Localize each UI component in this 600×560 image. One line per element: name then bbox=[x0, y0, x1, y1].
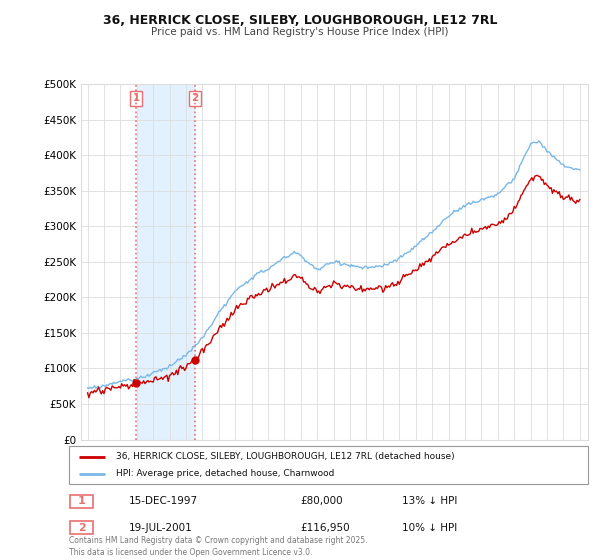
Text: HPI: Average price, detached house, Charnwood: HPI: Average price, detached house, Char… bbox=[116, 469, 334, 478]
Text: 15-DEC-1997: 15-DEC-1997 bbox=[129, 496, 198, 506]
Text: 10% ↓ HPI: 10% ↓ HPI bbox=[402, 522, 457, 533]
Text: 1: 1 bbox=[133, 94, 140, 103]
FancyBboxPatch shape bbox=[70, 521, 93, 534]
Text: £80,000: £80,000 bbox=[300, 496, 343, 506]
Text: 2: 2 bbox=[191, 94, 199, 103]
Text: Price paid vs. HM Land Registry's House Price Index (HPI): Price paid vs. HM Land Registry's House … bbox=[151, 27, 449, 37]
Text: 36, HERRICK CLOSE, SILEBY, LOUGHBOROUGH, LE12 7RL (detached house): 36, HERRICK CLOSE, SILEBY, LOUGHBOROUGH,… bbox=[116, 452, 454, 461]
Text: 19-JUL-2001: 19-JUL-2001 bbox=[129, 522, 193, 533]
Text: Contains HM Land Registry data © Crown copyright and database right 2025.
This d: Contains HM Land Registry data © Crown c… bbox=[69, 536, 367, 557]
Text: 2: 2 bbox=[78, 522, 85, 533]
FancyBboxPatch shape bbox=[70, 494, 93, 508]
Text: 36, HERRICK CLOSE, SILEBY, LOUGHBOROUGH, LE12 7RL: 36, HERRICK CLOSE, SILEBY, LOUGHBOROUGH,… bbox=[103, 14, 497, 27]
Text: £116,950: £116,950 bbox=[300, 522, 350, 533]
Text: 13% ↓ HPI: 13% ↓ HPI bbox=[402, 496, 457, 506]
FancyBboxPatch shape bbox=[69, 446, 588, 484]
Text: 1: 1 bbox=[78, 496, 85, 506]
